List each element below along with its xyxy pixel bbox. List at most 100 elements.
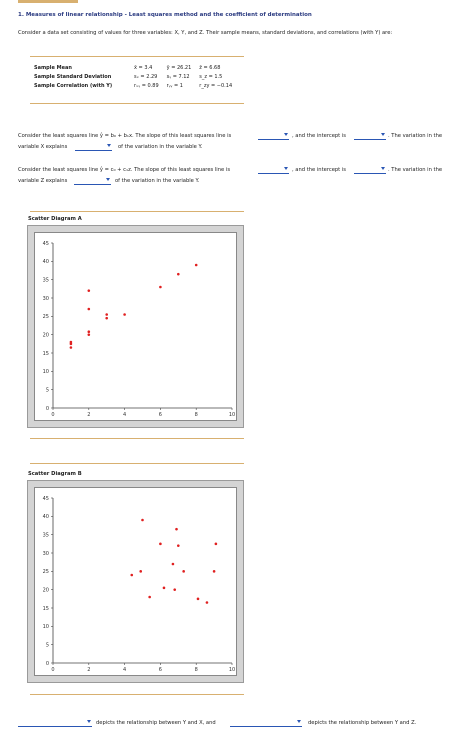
cell: rₓᵧ = 0.89: [134, 82, 159, 89]
scatter-b-point: [212, 570, 216, 573]
divider: [30, 438, 244, 439]
scatter-b-y-tick-label: 40: [43, 514, 49, 520]
scatter-a-point: [69, 346, 73, 349]
question-intro: Consider a data set consisting of values…: [18, 30, 393, 36]
scatter-a-point: [87, 333, 91, 336]
scatter-b-point: [175, 527, 178, 531]
scatter-a-y-tick-label: 10: [43, 369, 49, 375]
scatter-a-point: [123, 313, 126, 316]
sentence2-part4: variable Z explains: [18, 178, 68, 184]
scatter-a-frame: 0 5 10 15 20 25 30 35 40 45 0 2 4 6 8 10: [27, 225, 244, 428]
scatter-a-y-tick-label: 30: [43, 296, 49, 302]
scatter-a-y-tick-label: 0: [46, 406, 49, 412]
cell: ȳ = 26.21: [166, 64, 192, 71]
row-label: Sample Mean: [34, 64, 72, 71]
row-label: Sample Standard Deviation: [34, 73, 112, 80]
sentence2-part2: , and the intercept is: [292, 167, 347, 173]
cell: x̄ = 3.4: [134, 64, 153, 71]
divider: [30, 211, 244, 212]
chevron-down-icon: [381, 167, 385, 170]
scatter-b-y-tick-label: 0: [46, 661, 49, 667]
sentence1-part5: of the variation in the variable Y.: [118, 144, 203, 150]
scatter-a-y-tick-label: 5: [46, 387, 49, 393]
chevron-down-icon: [284, 133, 288, 136]
scatter-b-y-tick-label: 10: [43, 624, 49, 630]
sentence1-part4: variable X explains: [18, 144, 68, 150]
scatter-a-y-tick-label: 35: [43, 277, 49, 283]
scatter-a-x-tick-label: 8: [195, 412, 198, 418]
scatter-a-y-tick-label: 40: [43, 259, 49, 265]
scatter-a-y-tick-label: 20: [43, 332, 49, 338]
intercept-z-dropdown[interactable]: [354, 165, 386, 174]
scatter-a-point: [105, 316, 108, 320]
scatter-b-chart: 0 5 10 15 20 25 30 35 40 45 0 2 4 6 8 10: [43, 496, 236, 673]
scatter-b-y-tick-label: 25: [43, 569, 49, 575]
scatter-b-point: [205, 601, 209, 604]
scatter-b-point: [214, 542, 218, 546]
scatter-b-point: [162, 586, 166, 590]
variation-z-dropdown[interactable]: [74, 176, 111, 185]
sentence2-part5: of the variation in the variable Y.: [115, 178, 200, 184]
scatter-b-point: [148, 595, 151, 599]
scatter-b-x-tick-label: 8: [195, 667, 198, 673]
scatter-b-point: [177, 544, 180, 547]
scatter-b-point: [141, 518, 144, 522]
cell: sᵧ = 7.12: [166, 73, 190, 80]
relationship-yx-dropdown[interactable]: [18, 718, 92, 727]
cell: sₓ = 2.29: [134, 73, 158, 80]
sentence1-part1: Consider the least squares line ŷ = b₀ +…: [18, 133, 232, 139]
scatter-b-x-tick-label: 0: [51, 667, 54, 673]
row-label: Sample Correlation (with Y): [34, 82, 113, 89]
scatter-b-title: Scatter Diagram B: [28, 471, 82, 477]
variation-x-dropdown[interactable]: [75, 142, 112, 151]
table-row: Sample Standard Deviation sₓ = 2.29 sᵧ =…: [30, 72, 236, 81]
question-title: 1. Measures of linear relationship - Lea…: [18, 12, 312, 18]
scatter-a-y-tick-label: 15: [43, 351, 49, 357]
scatter-b-x-tick-label: 6: [159, 667, 162, 673]
final-part2: depicts the relationship between Y and Z…: [308, 720, 417, 726]
table-row: Sample Correlation (with Y) rₓᵧ = 0.89 r…: [30, 81, 236, 90]
scatter-b-point: [159, 542, 162, 546]
scatter-b-point: [182, 570, 185, 573]
scatter-a-point: [159, 285, 162, 289]
chevron-down-icon: [381, 133, 385, 136]
scatter-a-x-tick-label: 4: [123, 412, 126, 418]
chevron-down-icon: [297, 720, 301, 723]
table-row: Sample Mean x̄ = 3.4 ȳ = 26.21 z̄ = 6.68: [30, 63, 236, 72]
chevron-down-icon: [87, 720, 91, 723]
cell: z̄ = 6.68: [199, 64, 221, 71]
scatter-b-y-tick-label: 15: [43, 606, 49, 612]
relationship-yz-dropdown[interactable]: [230, 718, 302, 727]
chevron-down-icon: [106, 178, 110, 181]
scatter-b-point: [171, 562, 175, 566]
scatter-a-x-tick-label: 6: [159, 412, 162, 418]
scatter-b-point: [139, 570, 143, 573]
top-divider: [18, 0, 78, 3]
scatter-a-title: Scatter Diagram A: [28, 216, 82, 222]
scatter-a-point: [194, 263, 198, 267]
chevron-down-icon: [107, 144, 111, 147]
scatter-a-x-tick-label: 0: [51, 412, 54, 418]
sentence1-part3: . The variation in the: [388, 133, 443, 139]
scatter-a-point: [87, 307, 91, 311]
scatter-b-frame: 0 5 10 15 20 25 30 35 40 45 0 2 4 6 8 10: [27, 480, 244, 683]
slope-z-dropdown[interactable]: [258, 165, 289, 174]
scatter-a-point: [177, 272, 180, 276]
cell: rᵧᵧ = 1: [166, 82, 183, 89]
scatter-a-point: [69, 340, 73, 344]
cell: s_z = 1.5: [199, 73, 223, 80]
divider: [30, 694, 244, 695]
scatter-b-point: [196, 597, 200, 601]
slope-x-dropdown[interactable]: [258, 131, 289, 140]
scatter-b-y-tick-label: 5: [46, 642, 49, 648]
scatter-a-chart: 0 5 10 15 20 25 30 35 40 45 0 2 4 6 8 10: [43, 241, 236, 418]
cell: r_zy = −0.14: [199, 82, 233, 89]
sentence2-part1: Consider the least squares line ŷ = c₀ +…: [18, 167, 231, 173]
scatter-b-x-tick-label: 2: [87, 667, 90, 673]
intercept-x-dropdown[interactable]: [354, 131, 386, 140]
scatter-a-x-tick-label: 2: [87, 412, 90, 418]
statistics-table: Sample Mean x̄ = 3.4 ȳ = 26.21 z̄ = 6.68…: [30, 63, 236, 90]
sentence2-part3: . The variation in the: [388, 167, 443, 173]
scatter-a-point: [87, 330, 91, 334]
scatter-a-point: [87, 289, 91, 292]
